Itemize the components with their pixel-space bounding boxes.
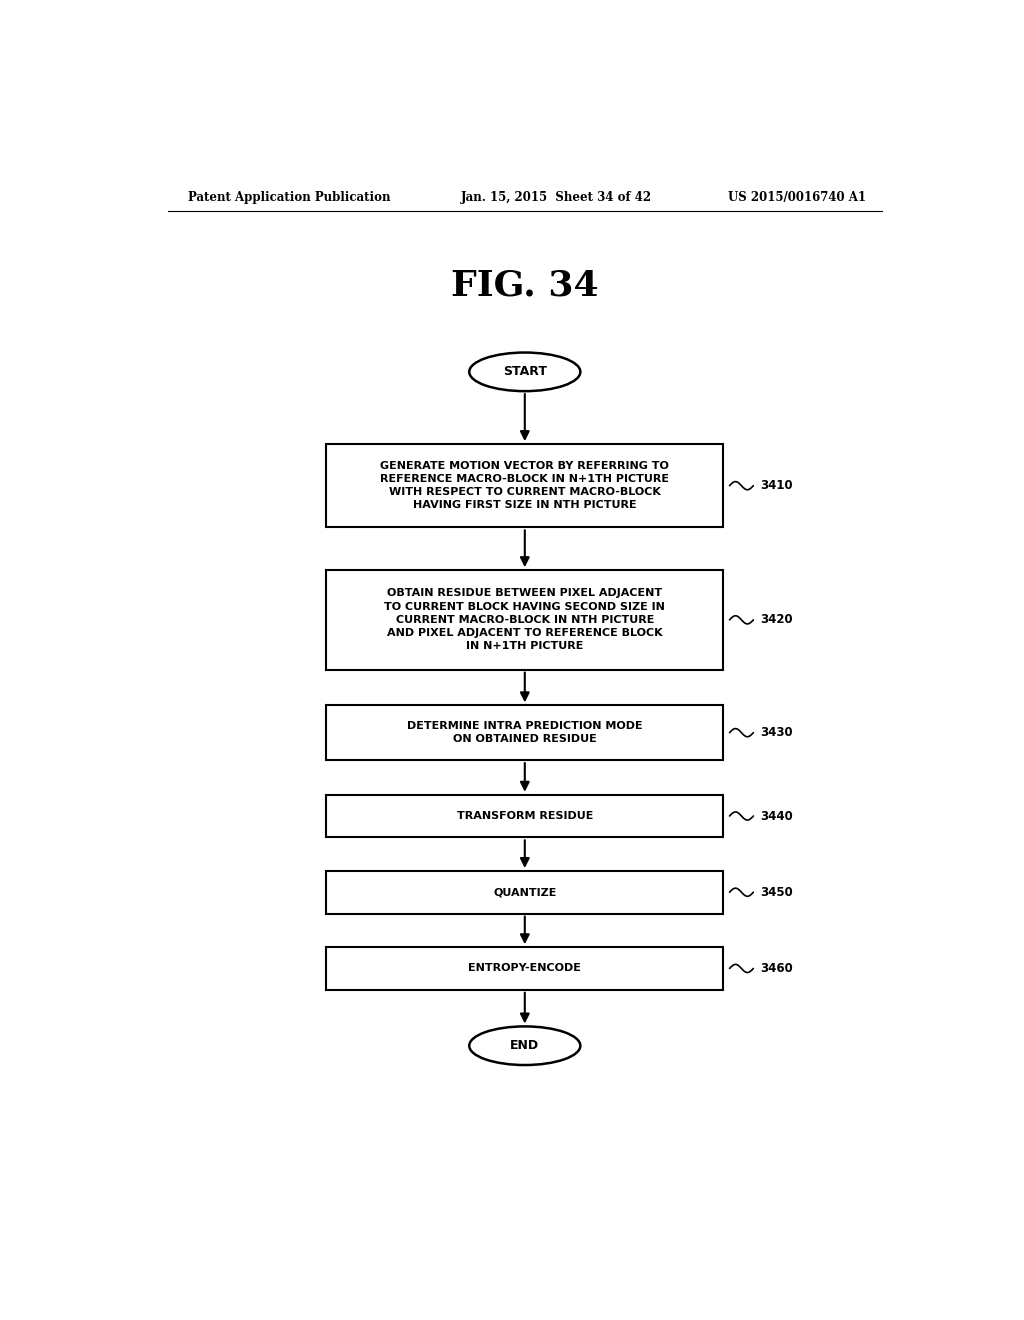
Ellipse shape (469, 1027, 581, 1065)
Text: OBTAIN RESIDUE BETWEEN PIXEL ADJACENT
TO CURRENT BLOCK HAVING SECOND SIZE IN
CUR: OBTAIN RESIDUE BETWEEN PIXEL ADJACENT TO… (384, 589, 666, 651)
FancyBboxPatch shape (327, 570, 723, 669)
Text: QUANTIZE: QUANTIZE (494, 887, 556, 898)
Ellipse shape (469, 352, 581, 391)
Text: GENERATE MOTION VECTOR BY REFERRING TO
REFERENCE MACRO-BLOCK IN N+1TH PICTURE
WI: GENERATE MOTION VECTOR BY REFERRING TO R… (380, 461, 670, 511)
Text: Patent Application Publication: Patent Application Publication (187, 190, 390, 203)
Text: START: START (503, 366, 547, 379)
Text: DETERMINE INTRA PREDICTION MODE
ON OBTAINED RESIDUE: DETERMINE INTRA PREDICTION MODE ON OBTAI… (407, 721, 643, 744)
FancyBboxPatch shape (327, 444, 723, 528)
Text: END: END (510, 1039, 540, 1052)
Text: TRANSFORM RESIDUE: TRANSFORM RESIDUE (457, 810, 593, 821)
Text: US 2015/0016740 A1: US 2015/0016740 A1 (728, 190, 866, 203)
Text: 3460: 3460 (760, 962, 793, 975)
Text: ENTROPY-ENCODE: ENTROPY-ENCODE (468, 964, 582, 973)
FancyBboxPatch shape (327, 871, 723, 913)
FancyBboxPatch shape (327, 705, 723, 760)
Text: Jan. 15, 2015  Sheet 34 of 42: Jan. 15, 2015 Sheet 34 of 42 (461, 190, 652, 203)
Text: 3410: 3410 (760, 479, 793, 492)
Text: 3450: 3450 (760, 886, 793, 899)
FancyBboxPatch shape (327, 948, 723, 990)
FancyBboxPatch shape (327, 795, 723, 837)
Text: 3430: 3430 (760, 726, 793, 739)
Text: 3440: 3440 (760, 809, 793, 822)
Text: 3420: 3420 (760, 614, 793, 627)
Text: FIG. 34: FIG. 34 (451, 268, 599, 302)
